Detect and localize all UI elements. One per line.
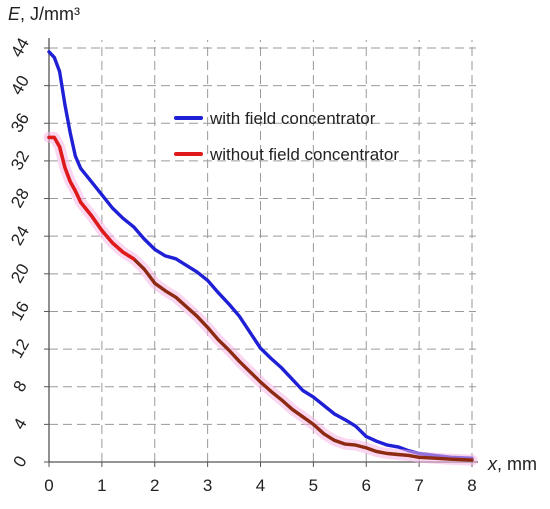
y-tick-label: 12 <box>7 336 33 362</box>
x-axis-title: x, mm <box>487 454 537 474</box>
x-tick-label: 7 <box>414 476 423 495</box>
y-tick-label: 20 <box>7 260 33 286</box>
legend-label: with field concentrator <box>209 109 376 128</box>
y-tick-label: 44 <box>7 35 33 61</box>
x-axis-unit: , mm <box>497 454 537 474</box>
series-lines <box>43 50 478 466</box>
axes <box>44 38 478 467</box>
y-tick-label: 0 <box>10 453 31 471</box>
x-tick-label: 8 <box>467 476 476 495</box>
x-tick-label: 3 <box>203 476 212 495</box>
x-axis-var: x <box>487 454 498 474</box>
series-line-highlight <box>47 135 136 261</box>
y-axis-var: E <box>8 4 21 24</box>
y-tick-label: 40 <box>7 72 33 98</box>
x-tick-label: 0 <box>44 476 53 495</box>
x-tick-label: 1 <box>97 476 106 495</box>
x-tick-label: 2 <box>150 476 159 495</box>
y-axis-unit: , J/mm³ <box>20 4 80 24</box>
series-line <box>47 50 474 460</box>
y-tick-label: 24 <box>7 223 33 249</box>
x-tick-label: 5 <box>309 476 318 495</box>
y-axis-title: E, J/mm³ <box>8 4 80 24</box>
grid <box>49 40 476 462</box>
y-tick-label: 28 <box>7 185 33 211</box>
x-tick-label: 6 <box>362 476 371 495</box>
y-tick-label: 16 <box>7 298 33 324</box>
y-tick-label: 36 <box>7 110 33 136</box>
y-tick-label: 8 <box>10 377 31 395</box>
y-tick-label: 32 <box>7 147 33 173</box>
x-tick-label: 4 <box>256 476 265 495</box>
legend-label: without field concentrator <box>209 145 399 164</box>
legend: with field concentrator without field con… <box>174 109 399 164</box>
y-tick-label: 4 <box>10 415 31 433</box>
